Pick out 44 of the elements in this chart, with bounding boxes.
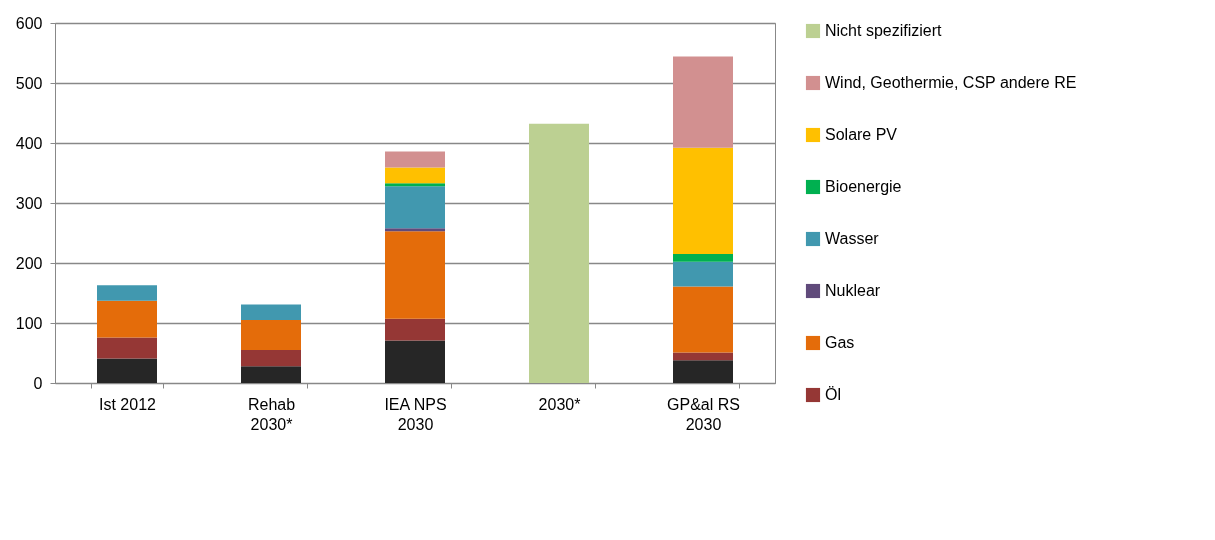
bar — [241, 304, 301, 320]
bar — [673, 254, 733, 262]
bar — [385, 231, 445, 319]
bar — [97, 285, 157, 301]
legend-label: Gas — [825, 334, 855, 351]
bar — [385, 318, 445, 341]
bar — [97, 337, 157, 359]
y-tick-label: 200 — [15, 254, 43, 272]
legend-label: Wind, Geothermie, CSP andere RE — [825, 74, 1077, 91]
y-tick-label: 300 — [15, 194, 43, 212]
bar — [385, 228, 445, 232]
x-tick-label: 2030* — [538, 395, 581, 413]
y-tick-label: 400 — [15, 134, 43, 152]
bar — [241, 350, 301, 367]
bar — [673, 352, 733, 361]
y-tick-label: 500 — [15, 74, 43, 92]
legend-label: Öl — [825, 386, 841, 403]
x-tick-label: GP&al RS 2030 — [667, 395, 740, 433]
bar — [385, 340, 445, 383]
bar — [241, 366, 301, 383]
bar — [385, 167, 445, 184]
bar — [673, 147, 733, 254]
x-tick-label: IEA NPS 2030 — [384, 395, 447, 433]
legend-label: Wasser — [825, 230, 880, 247]
bar — [673, 286, 733, 353]
legend-label: Solare PV — [825, 126, 898, 143]
bar — [97, 300, 157, 338]
bar — [385, 151, 445, 168]
legend-label: Nicht spezifiziert — [825, 22, 943, 39]
bar — [385, 183, 445, 187]
bar — [241, 320, 301, 350]
bar — [673, 360, 733, 383]
y-tick-label: 600 — [15, 14, 43, 32]
legend-label: Nuklear — [825, 282, 881, 299]
x-tick-label: Rehab 2030* — [247, 395, 296, 433]
x-tick-label: Ist 2012 — [99, 395, 157, 413]
bar — [385, 186, 445, 229]
y-tick-label: 0 — [33, 374, 43, 392]
bar — [673, 261, 733, 287]
bar — [97, 358, 157, 383]
bar — [529, 123, 589, 383]
y-tick-label: 100 — [15, 314, 43, 332]
bar — [673, 56, 733, 148]
legend-label: Bioenergie — [825, 178, 902, 195]
